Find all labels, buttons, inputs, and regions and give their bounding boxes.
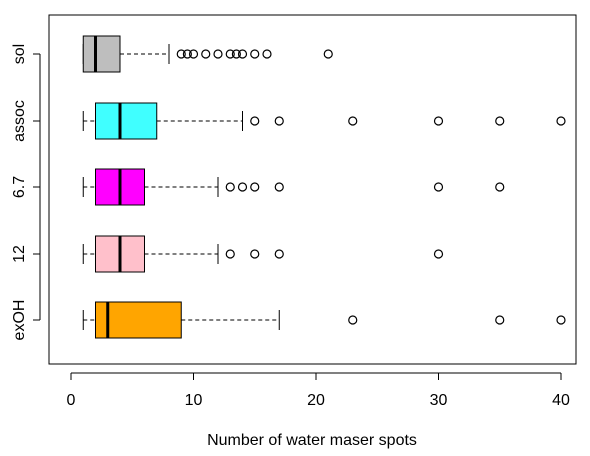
outlier-point xyxy=(495,116,505,126)
outlier-point xyxy=(201,49,211,59)
outlier-point xyxy=(250,49,260,59)
x-tick-label: 20 xyxy=(307,392,325,409)
box xyxy=(82,35,121,73)
outlier-point xyxy=(556,116,566,126)
outlier-point xyxy=(262,49,272,59)
y-axis: sol assoc 6.7 12 exOH xyxy=(11,44,41,341)
outlier-point xyxy=(495,182,505,192)
box-group-assoc xyxy=(82,102,566,140)
x-tick-label: 30 xyxy=(430,392,448,409)
outlier-point xyxy=(182,49,192,59)
outlier-point xyxy=(274,249,284,259)
outlier-point xyxy=(433,249,444,259)
outlier-point xyxy=(188,49,199,59)
x-tick-label: 40 xyxy=(552,392,570,409)
outlier-point xyxy=(225,49,235,59)
outlier-point xyxy=(495,315,505,325)
plot-frame xyxy=(48,14,577,365)
box xyxy=(95,301,182,339)
outlier-point xyxy=(176,49,186,59)
outlier-point xyxy=(237,182,248,192)
x-tick-label: 10 xyxy=(185,392,203,409)
outlier-point xyxy=(250,116,260,126)
outlier-point xyxy=(231,49,241,59)
box-group-exOH xyxy=(82,301,566,339)
outlier-point xyxy=(433,116,444,126)
box-group-6-7 xyxy=(82,168,505,206)
box-group-12 xyxy=(82,235,444,273)
outlier-point xyxy=(237,49,248,59)
y-tick-label: sol xyxy=(11,44,28,64)
outlier-point xyxy=(274,116,284,126)
outlier-point xyxy=(225,182,235,192)
outlier-point xyxy=(348,116,358,126)
y-tick-label: assoc xyxy=(11,100,28,142)
outlier-point xyxy=(213,49,223,59)
outlier-point xyxy=(250,249,260,259)
x-axis-title: Number of water maser spots xyxy=(207,432,417,449)
box-group-sol xyxy=(82,35,333,73)
x-axis: 0 10 20 30 40 xyxy=(67,372,570,409)
outlier-point xyxy=(556,315,566,325)
outlier-point xyxy=(225,249,235,259)
box-series xyxy=(82,35,566,339)
x-tick-label: 0 xyxy=(67,392,76,409)
y-tick-label: 6.7 xyxy=(11,176,28,198)
outlier-point xyxy=(348,315,358,325)
box xyxy=(95,102,158,140)
outlier-point xyxy=(323,49,333,59)
y-tick-label: exOH xyxy=(11,300,28,341)
y-tick-label: 12 xyxy=(11,245,28,263)
outlier-point xyxy=(433,182,444,192)
outlier-point xyxy=(274,182,284,192)
outlier-point xyxy=(250,182,260,192)
